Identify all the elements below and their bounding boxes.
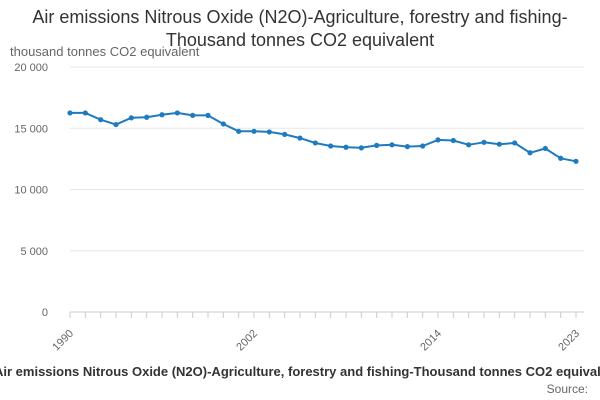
data-point: [450, 137, 456, 144]
series-line: [70, 111, 577, 163]
data-point: [220, 121, 226, 127]
data-point: [312, 140, 318, 146]
data-point: [205, 112, 211, 118]
data-point: [527, 150, 533, 156]
data-point: [174, 110, 180, 116]
y-tick-label: 10 000: [14, 185, 48, 197]
x-tick-label: 2023: [556, 328, 582, 354]
data-point: [236, 128, 242, 134]
x-axis-caption: Air emissions Nitrous Oxide (N2O)-Agricu…: [0, 364, 600, 379]
data-point: [420, 143, 426, 149]
data-point: [435, 137, 441, 143]
y-tick-label: 0: [42, 307, 48, 319]
chart-title: Air emissions Nitrous Oxide (N2O)-Agricu…: [32, 7, 568, 50]
data-point: [343, 144, 349, 150]
data-point: [282, 131, 288, 137]
data-point: [404, 144, 410, 150]
data-point: [512, 140, 518, 146]
data-point: [328, 143, 334, 149]
y-tick-label: 5 000: [20, 246, 48, 258]
data-point: [251, 128, 257, 134]
data-point: [128, 115, 134, 121]
data-point: [496, 141, 502, 147]
data-point: [558, 155, 564, 161]
data-point: [266, 129, 272, 135]
data-point: [389, 142, 395, 148]
data-point: [358, 145, 364, 151]
data-point: [159, 112, 165, 118]
data-point: [481, 139, 487, 145]
x-tick-label: 2002: [234, 328, 260, 354]
y-tick-label: 15 000: [14, 123, 48, 135]
data-point: [374, 142, 380, 148]
data-point: [98, 117, 104, 123]
data-point: [466, 142, 472, 148]
x-tick-label: 1990: [50, 328, 76, 354]
data-point: [113, 121, 119, 128]
data-point: [542, 145, 548, 152]
x-tick-label: 2014: [418, 328, 444, 354]
y-tick-label: 20 000: [14, 62, 48, 74]
data-point: [573, 158, 579, 164]
data-point: [190, 112, 196, 118]
source-note: Source:: [546, 382, 588, 396]
data-point: [297, 135, 303, 141]
data-point: [67, 110, 73, 116]
data-point: [82, 110, 88, 116]
y-axis-label: thousand tonnes CO2 equivalent: [10, 44, 200, 59]
data-point: [144, 114, 150, 120]
